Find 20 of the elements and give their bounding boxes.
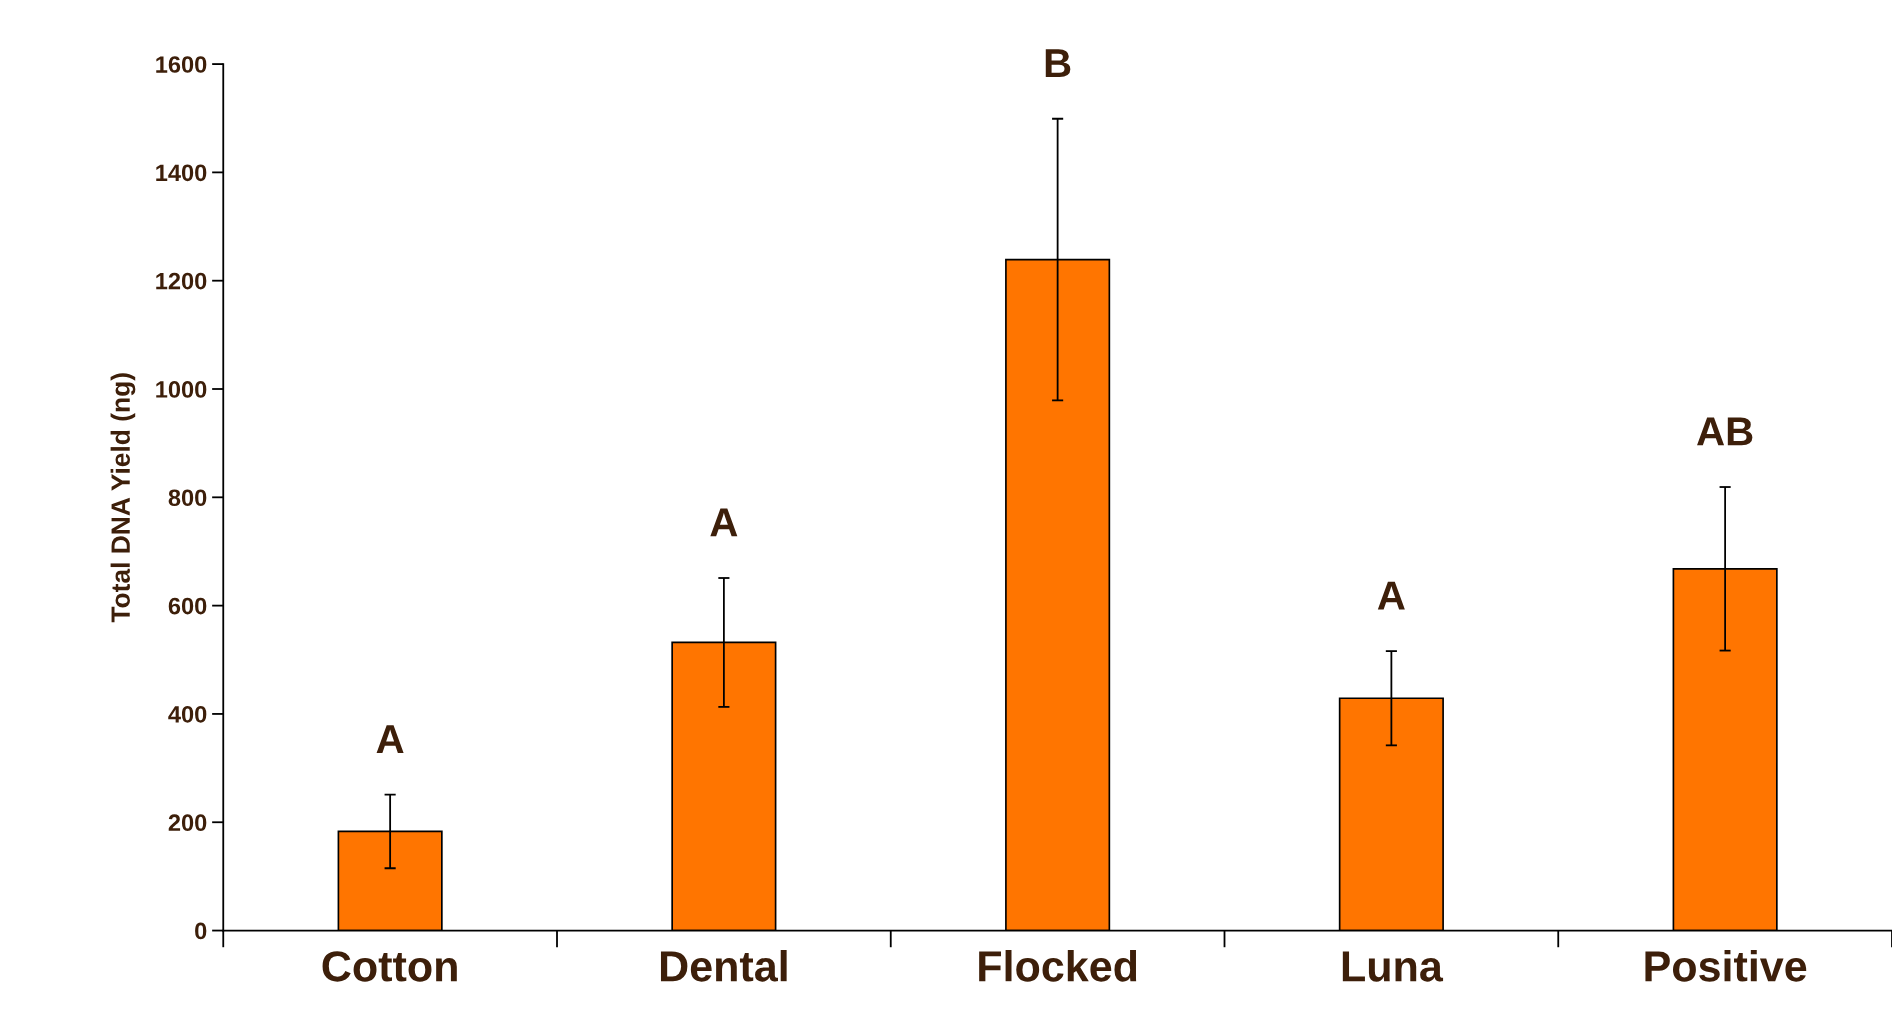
y-axis-title: Total DNA Yield (ng) <box>110 373 136 623</box>
x-tick-label: Flocked <box>979 950 1137 982</box>
annotation: A <box>1377 581 1405 610</box>
y-tick-label: 800 <box>168 489 207 507</box>
y-tick-label: 400 <box>168 706 207 723</box>
annotation: B <box>1045 49 1071 78</box>
y-tick-label: 600 <box>168 597 207 615</box>
y-tick-label: 1000 <box>156 381 207 398</box>
x-tick-label: Luna <box>1342 951 1444 982</box>
y-tick-label: 1600 <box>156 56 207 73</box>
x-tick-label: Positive <box>1645 950 1807 982</box>
x-tick-label: Cotton <box>322 951 457 982</box>
y-tick-label: 1400 <box>156 164 207 182</box>
y-tick-label: 1200 <box>156 272 207 290</box>
y-tick-label: 0 <box>195 922 207 940</box>
y-tick-label: 200 <box>168 814 207 832</box>
annotation: A <box>376 725 404 753</box>
annotation: A <box>710 508 738 537</box>
x-tick-label: Dental <box>660 950 787 982</box>
annotation: AB <box>1697 417 1753 446</box>
